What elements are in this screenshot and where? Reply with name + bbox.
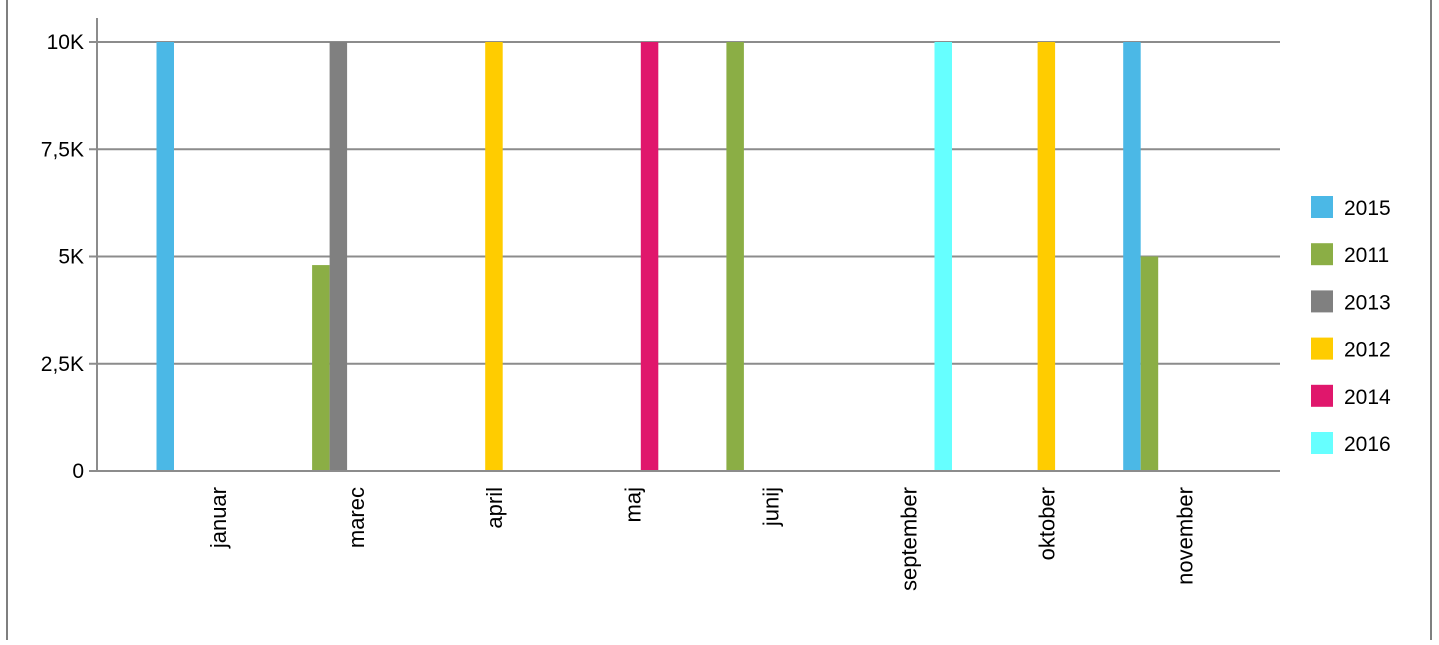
bar-2015-januar bbox=[156, 42, 174, 471]
legend-swatch-2012 bbox=[1311, 337, 1333, 360]
legend-swatch-2013 bbox=[1311, 290, 1333, 313]
bar-2013-marec bbox=[329, 42, 348, 471]
legend-swatch-2014 bbox=[1311, 384, 1333, 407]
bar-2011-junij bbox=[726, 42, 744, 471]
x-category-label: junij bbox=[758, 487, 783, 527]
x-category-label: september bbox=[897, 487, 922, 591]
bar-2012-oktober bbox=[1037, 42, 1056, 471]
legend-label: 2014 bbox=[1344, 386, 1391, 409]
legend-swatch-2016 bbox=[1311, 432, 1333, 454]
bar-2011-november bbox=[1140, 256, 1159, 471]
gridlines bbox=[97, 41, 1280, 365]
axes bbox=[89, 18, 1280, 472]
legend-label: 2011 bbox=[1344, 244, 1389, 267]
x-category-label: november bbox=[1173, 487, 1198, 585]
legend-label: 2013 bbox=[1344, 291, 1391, 314]
x-category-label: januar bbox=[206, 487, 231, 549]
x-category-label: april bbox=[482, 487, 507, 529]
y-tick-label: 7,5K bbox=[41, 138, 84, 161]
x-category-label: maj bbox=[620, 487, 645, 522]
legend-label: 2016 bbox=[1344, 433, 1391, 456]
y-tick-label: 5K bbox=[58, 246, 84, 269]
legend-swatch-2015 bbox=[1311, 196, 1333, 218]
x-category-label: oktober bbox=[1035, 487, 1060, 560]
bars bbox=[156, 42, 1159, 471]
y-tick-label: 10K bbox=[47, 31, 84, 54]
x-axis-category-labels: januar marec april maj junij september oktober… bbox=[206, 487, 1198, 591]
y-tick-label: 0 bbox=[72, 460, 84, 483]
bar-2016-september bbox=[934, 42, 952, 471]
y-tick-label: 2,5K bbox=[41, 353, 84, 376]
legend-label: 2012 bbox=[1344, 339, 1391, 362]
legend-swatch-2011 bbox=[1311, 243, 1333, 266]
y-axis-tick-labels: 0 2,5K 5K 7,5K 10K bbox=[41, 31, 84, 483]
legend-label: 2015 bbox=[1344, 197, 1391, 220]
legend: 2015 2011 2013 2012 2014 2016 bbox=[1311, 196, 1391, 456]
bar-2015-november bbox=[1123, 42, 1141, 471]
x-category-label: marec bbox=[344, 487, 369, 548]
bar-2014-maj bbox=[640, 42, 659, 471]
bar-2011-marec bbox=[312, 265, 330, 471]
bar-2012-april bbox=[485, 42, 503, 471]
